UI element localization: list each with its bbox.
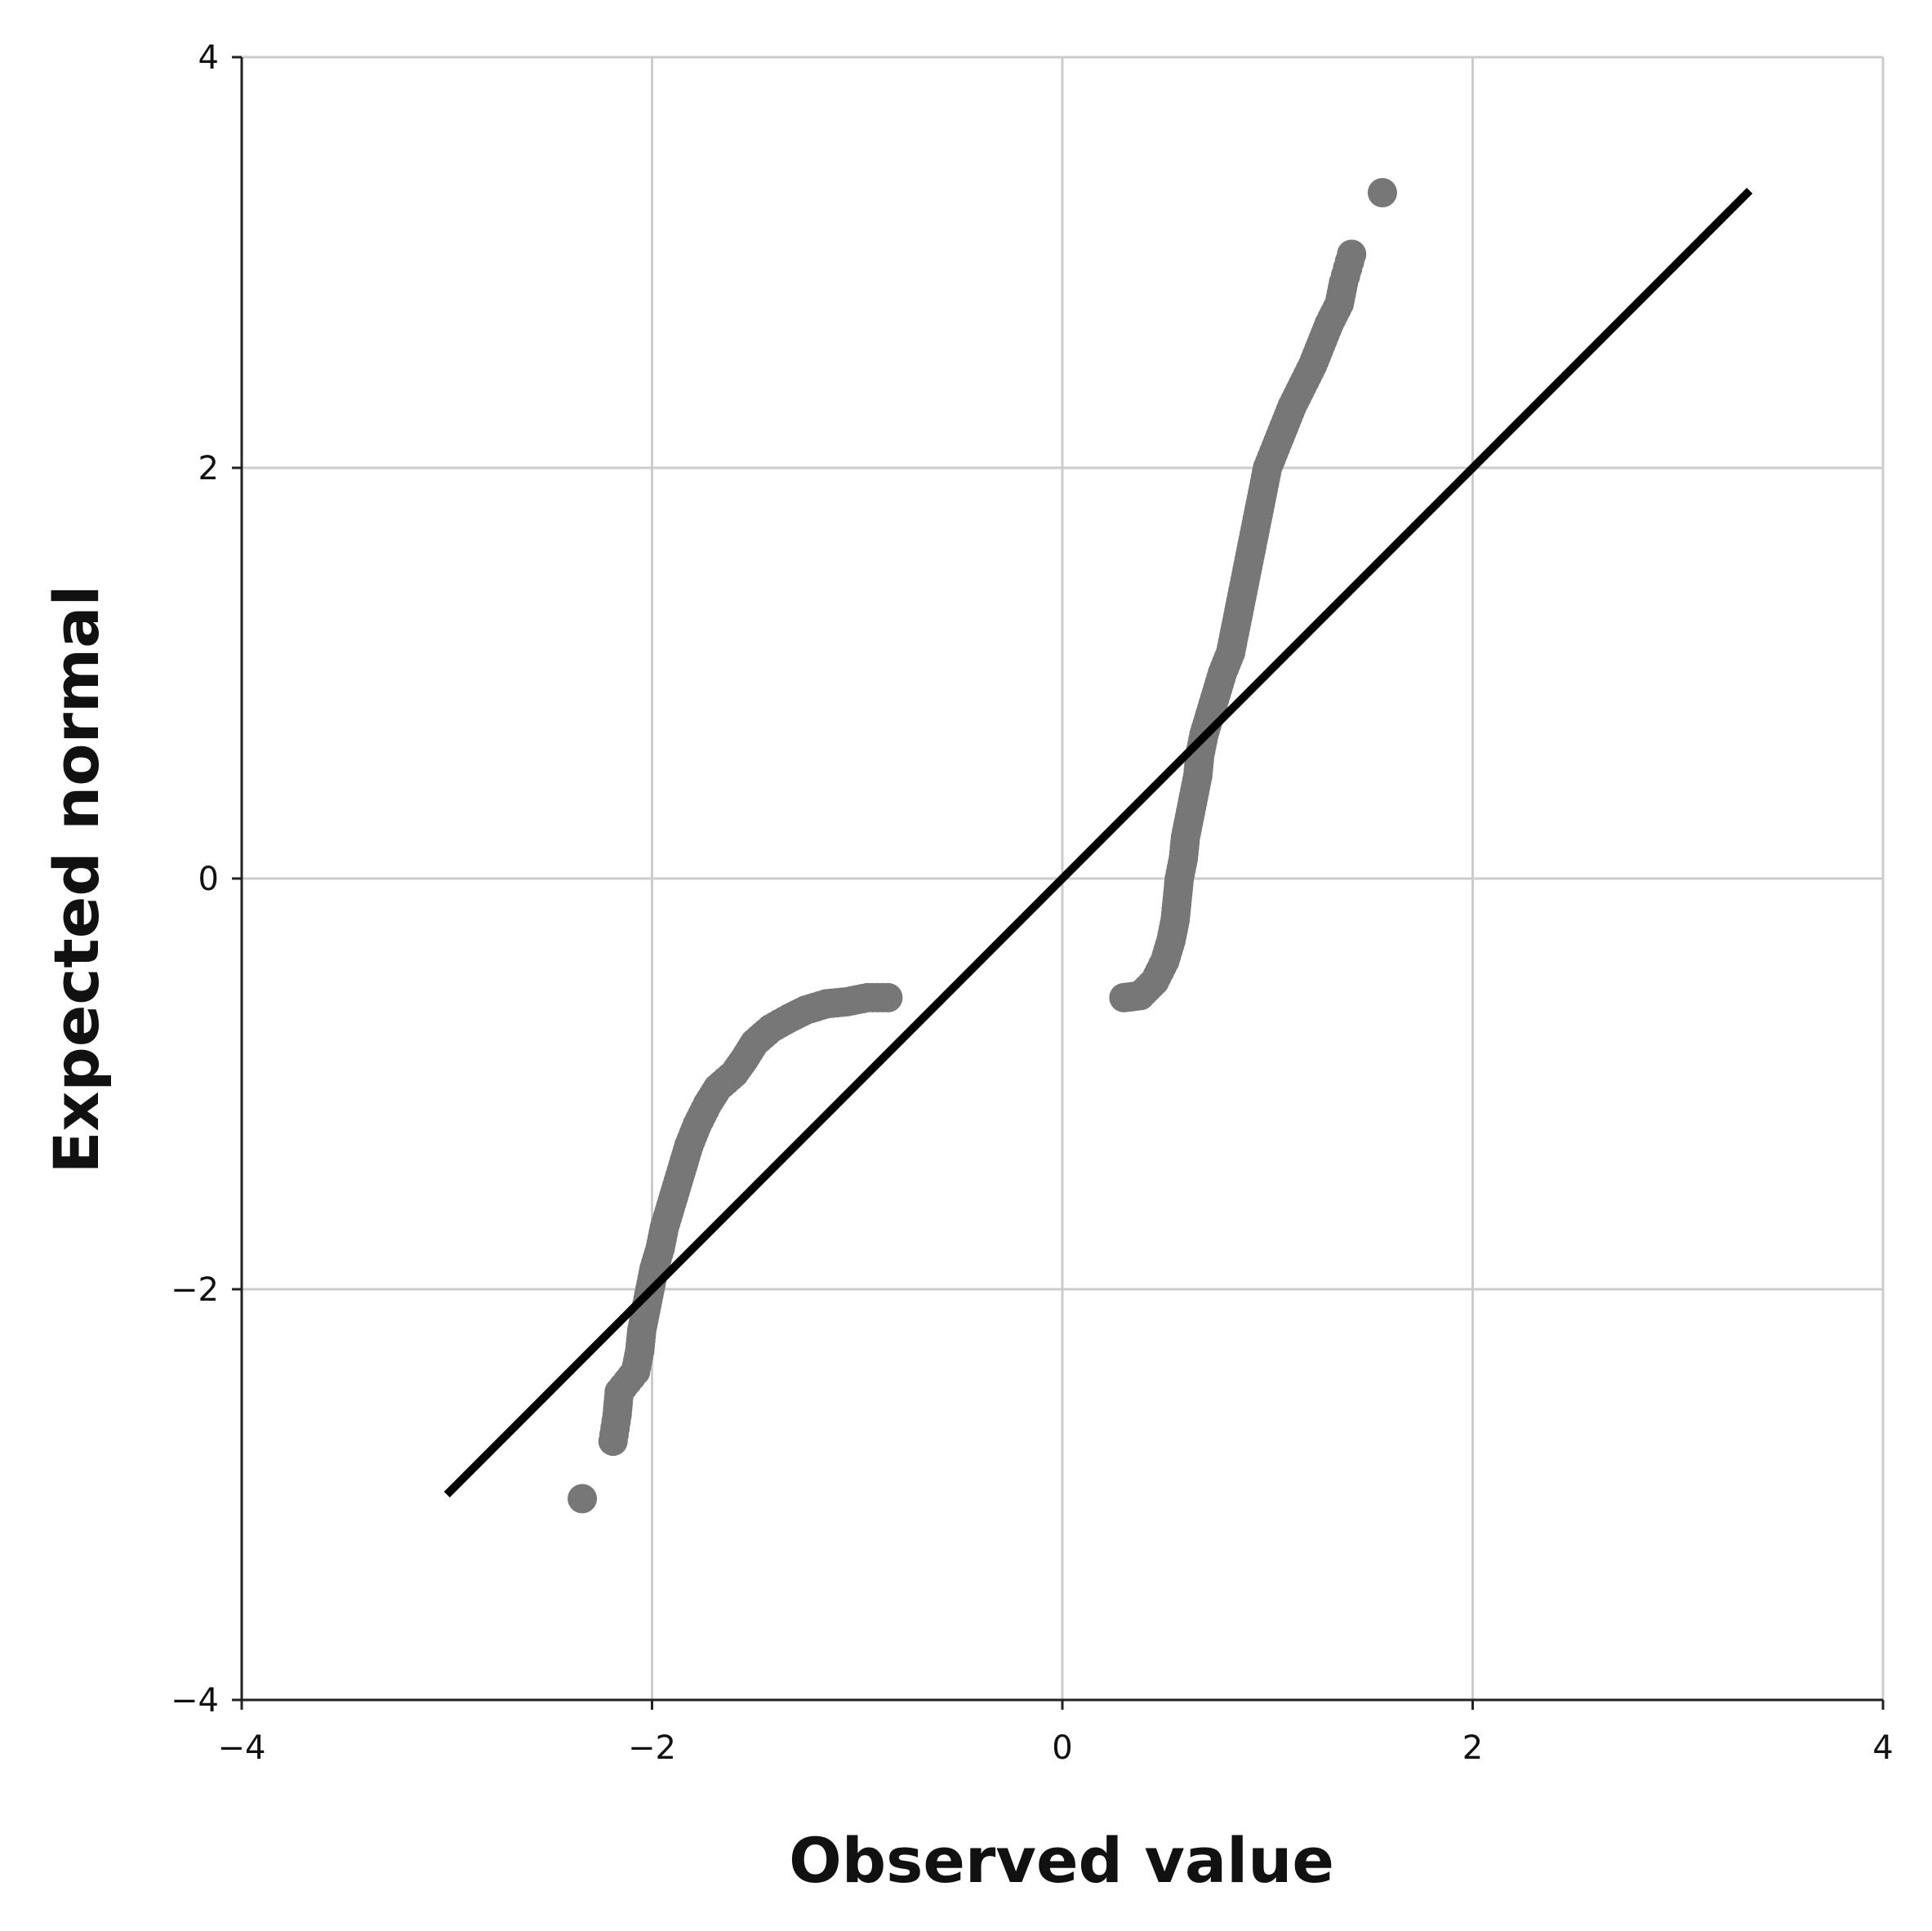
x-tick-label: 0 [1052, 1729, 1072, 1767]
data-point [873, 982, 903, 1012]
y-tick-label: 4 [198, 39, 219, 77]
x-tick-label: 4 [1872, 1729, 1893, 1767]
reference-line [443, 187, 1753, 1498]
data-point [1367, 177, 1397, 207]
reference-line-group [443, 187, 1753, 1498]
y-tick-label: −2 [171, 1271, 219, 1309]
x-tick-label: −2 [628, 1729, 676, 1767]
y-tick-label: 2 [198, 450, 219, 487]
tick-labels: −4 −2 0 2 4 −4 −2 0 2 4 [171, 39, 1894, 1767]
y-tick-label: 0 [198, 861, 219, 898]
data-point [568, 1484, 598, 1514]
x-tick-label: 2 [1462, 1729, 1483, 1767]
y-axis-title: Expected normal [40, 585, 113, 1174]
data-point [1337, 239, 1367, 269]
axes [232, 56, 1885, 1710]
data-points [568, 177, 1397, 1514]
y-tick-label: −4 [171, 1682, 219, 1720]
x-axis-title: Observed value [789, 1824, 1334, 1897]
x-tick-label: −4 [218, 1729, 266, 1767]
